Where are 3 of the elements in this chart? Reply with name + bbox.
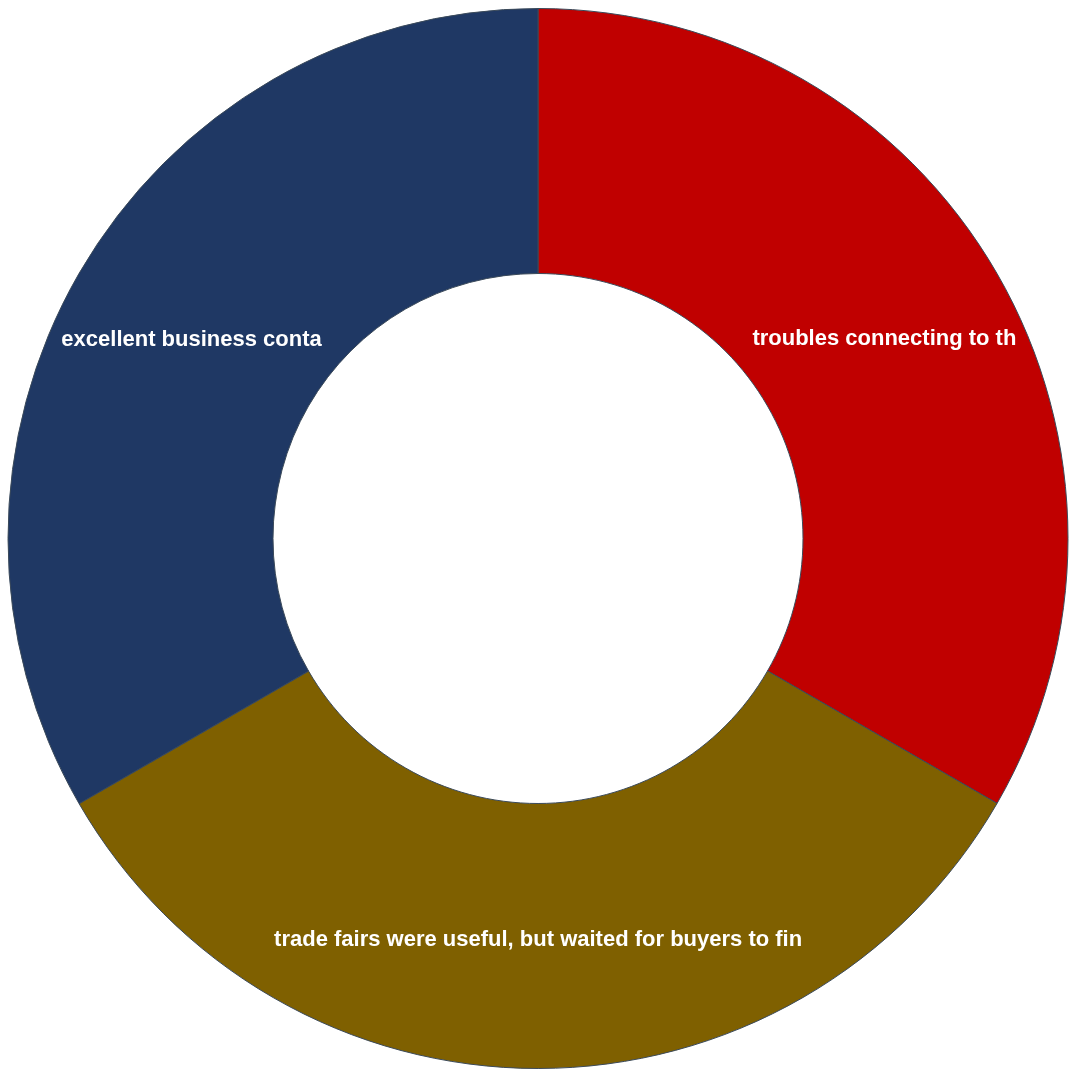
slice-label: trade fairs were useful, but waited for buyers to fin [274, 925, 803, 951]
slice-label: excellent business conta [61, 325, 323, 351]
slice-label: troubles connecting to th [752, 325, 1017, 351]
